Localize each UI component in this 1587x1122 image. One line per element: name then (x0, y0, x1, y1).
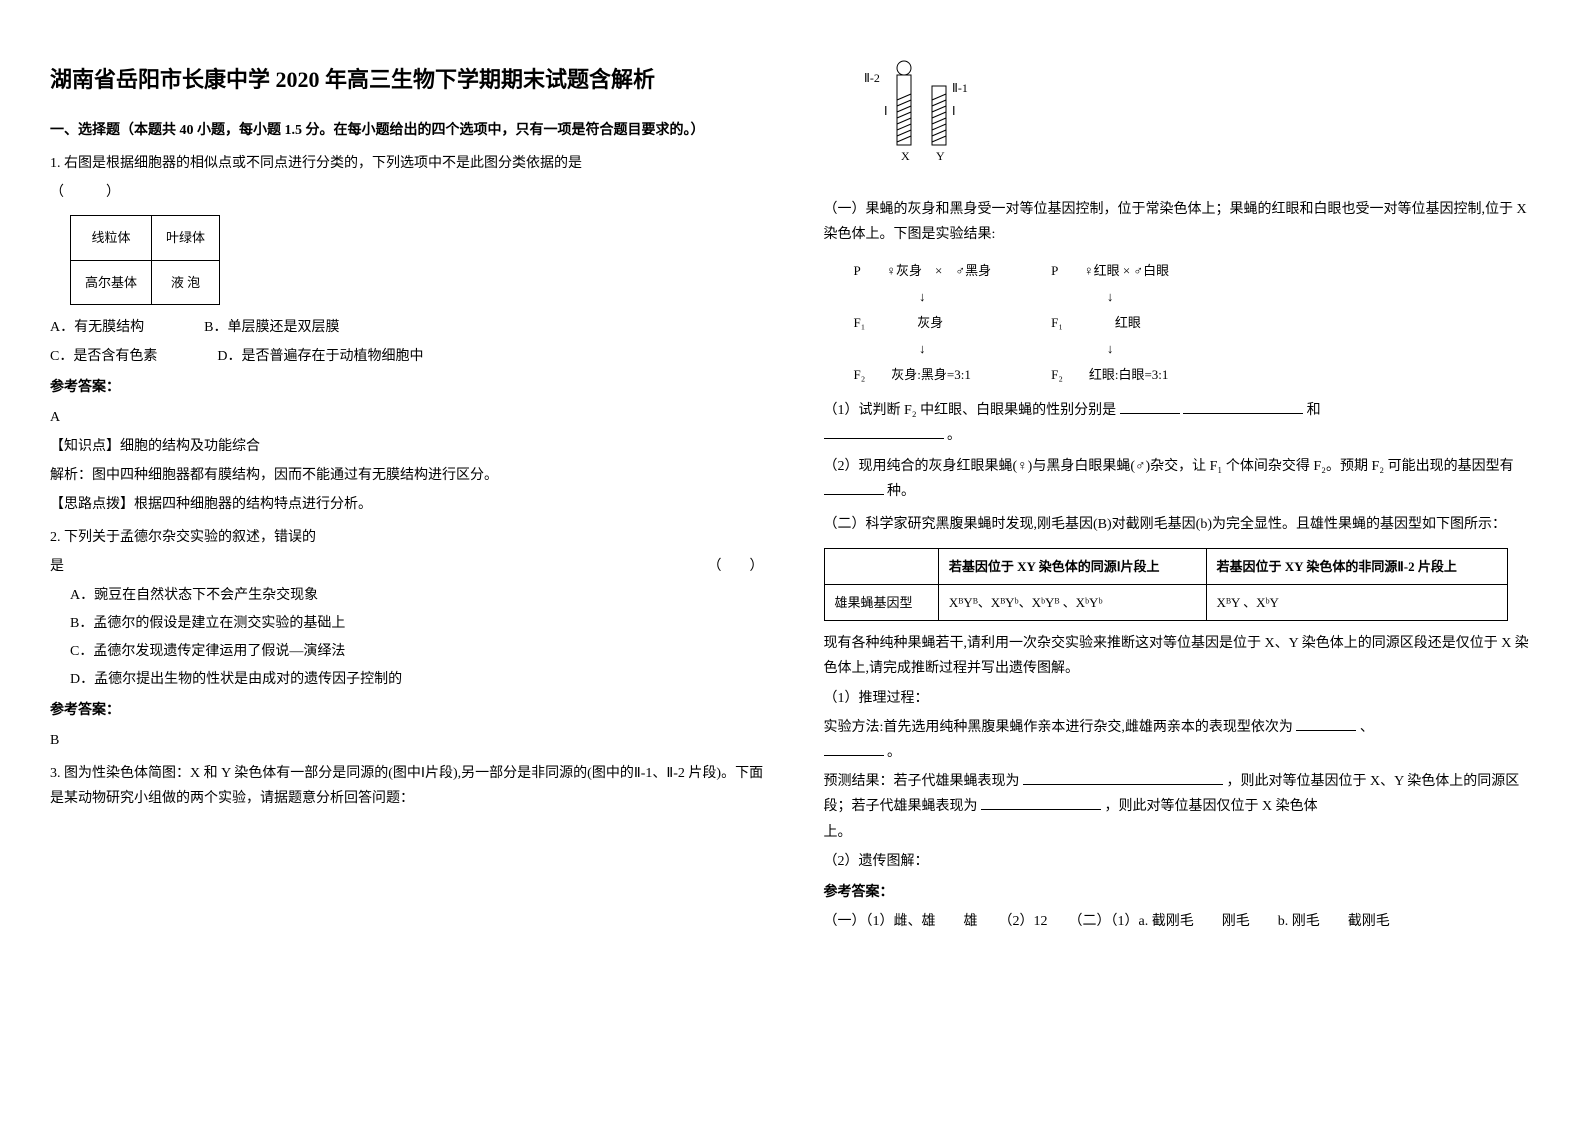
cross-left-p: P ♀灰身 × ♂黑身 (854, 258, 992, 284)
arrow-down-icon: ↓ (1051, 336, 1169, 362)
label-ii1: Ⅱ-1 (952, 81, 968, 95)
q2-ans: B (50, 728, 764, 753)
q1-ans: A (50, 405, 764, 430)
q2-optC: C．孟德尔发现遗传定律运用了假说—演绎法 (70, 639, 764, 664)
table-header-1: 若基因位于 XY 染色体的同源Ⅰ片段上 (938, 548, 1206, 584)
q3-p2-method-sep: 、 (1360, 720, 1374, 735)
q3-p2-method: 实验方法:首先选用纯种黑腹果蝇作亲本进行杂交,雌雄两亲本的表现型依次为 、 (824, 715, 1538, 740)
blank (824, 424, 944, 439)
q3-1-2-b: 种。 (887, 484, 915, 499)
table-header-blank (824, 548, 938, 584)
q1-analysis: 解析：图中四种细胞器都有膜结构，因而不能通过有无膜结构进行区分。 (50, 463, 764, 488)
cross-left-f2: F₂ 灰身:黑身=3:1 (854, 362, 992, 388)
q3-part2-intro: （二）科学家研究黑腹果蝇时发现,刚毛基因(B)对截刚毛基因(b)为完全显性。且雄… (824, 512, 1538, 537)
table-cell-1: XᴮYᴮ、XᴮYᵇ、XᵇYᴮ 、XᵇYᵇ (938, 584, 1206, 620)
section1-head: 一、选择题（本题共 40 小题，每小题 1.5 分。在每小题给出的四个选项中，只… (50, 118, 764, 143)
q3-1-2-text: （2）现用纯合的灰身红眼果蝇(♀)与黑身白眼果蝇(♂)杂交，让 F₁ 个体间杂交… (824, 459, 1514, 474)
q3-p2-method-line2: 。 (824, 740, 1538, 765)
blank (1183, 399, 1303, 414)
cross-left: P ♀灰身 × ♂黑身 ↓ F₁ 灰身 ↓ F₂ 灰身:黑身=3:1 (854, 258, 992, 388)
q3-part1-intro: （一）果蝇的灰身和黑身受一对等位基因控制，位于常染色体上；果蝇的红眼和白眼也受一… (824, 197, 1538, 247)
q3-1-1-a: （1）试判断 F₂ 中红眼、白眼果蝇的性别分别是 (824, 403, 1117, 418)
table-row-label: 雄果蝇基因型 (824, 584, 938, 620)
blank (824, 741, 884, 756)
label-i-left: Ⅰ (884, 104, 888, 118)
q3-p2-method-end: 。 (887, 745, 901, 760)
arrow-down-icon: ↓ (854, 336, 992, 362)
blank (981, 795, 1101, 810)
q2-optD: D．孟德尔提出生物的性状是由成对的遗传因子控制的 (70, 667, 764, 692)
q2-optA: A．豌豆在自然状态下不会产生杂交现象 (70, 583, 764, 608)
blank (1120, 399, 1180, 414)
label-y: Y (936, 149, 945, 163)
left-column: 湖南省岳阳市长康中学 2020 年高三生物下学期期末试题含解析 一、选择题（本题… (50, 60, 764, 1062)
q1-tip: 【思路点拨】根据四种细胞器的结构特点进行分析。 (50, 492, 764, 517)
q3-1-1-line2: 。 (824, 423, 1538, 448)
q1-point: 【知识点】细胞的结构及功能综合 (50, 434, 764, 459)
q3-p2-text: 现有各种纯种果蝇若干,请利用一次杂交实验来推断这对等位基因是位于 X、Y 染色体… (824, 631, 1538, 681)
q3-1-1: （1）试判断 F₂ 中红眼、白眼果蝇的性别分别是 和 (824, 398, 1538, 423)
q3-p2-method-text: 实验方法:首先选用纯种黑腹果蝇作亲本进行杂交,雌雄两亲本的表现型依次为 (824, 720, 1293, 735)
blank (1296, 716, 1356, 731)
cross-right-f1: F₁ 红眼 (1051, 310, 1169, 336)
q1-optC: C．是否含有色素 (50, 344, 157, 369)
q3-p2-predict-c: ，则此对等位基因仅位于 X 染色体 (1105, 799, 1318, 814)
grid-cell: 线粒体 (71, 216, 152, 260)
table-header-2: 若基因位于 XY 染色体的非同源Ⅱ-2 片段上 (1206, 548, 1508, 584)
q3-stem: 3. 图为性染色体简图：X 和 Y 染色体有一部分是同源的(图中Ⅰ片段),另一部… (50, 761, 764, 811)
q2-optB: B．孟德尔的假设是建立在测交实验的基础上 (70, 611, 764, 636)
label-ii2: Ⅱ-2 (864, 71, 880, 85)
q2-stem-suffix: 是 (50, 554, 64, 579)
grid-cell: 叶绿体 (152, 216, 220, 260)
q1-options-row2: C．是否含有色素 D．是否普遍存在于动植物细胞中 (50, 344, 764, 369)
right-column: Ⅱ-2 Ⅱ-1 Ⅰ Ⅰ X Y （一）果蝇的灰身和黑身受一对等位基因控制，位于常… (824, 60, 1538, 1062)
doc-title: 湖南省岳阳市长康中学 2020 年高三生物下学期期末试题含解析 (50, 60, 764, 100)
arrow-down-icon: ↓ (1051, 284, 1169, 310)
q3-1-2: （2）现用纯合的灰身红眼果蝇(♀)与黑身白眼果蝇(♂)杂交，让 F₁ 个体间杂交… (824, 454, 1538, 504)
blank (824, 480, 884, 495)
chromosome-diagram: Ⅱ-2 Ⅱ-1 Ⅰ Ⅰ X Y (854, 60, 1024, 170)
q1-optB: B．单层膜还是双层膜 (204, 315, 339, 340)
q1-grid: 线粒体 叶绿体 高尔基体 液 泡 (70, 215, 220, 305)
cross-diagrams: P ♀灰身 × ♂黑身 ↓ F₁ 灰身 ↓ F₂ 灰身:黑身=3:1 P ♀红眼… (854, 258, 1538, 388)
q1-ans-label: 参考答案： (50, 375, 764, 400)
label-x: X (901, 149, 910, 163)
grid-cell: 高尔基体 (71, 260, 152, 304)
q3-p2-q2: （2）遗传图解： (824, 849, 1538, 874)
q3-1-1-c: 。 (947, 428, 961, 443)
q3-p2-predict-d: 上。 (824, 820, 1538, 845)
q1-paren: （ ） (50, 180, 764, 205)
arrow-down-icon: ↓ (854, 284, 992, 310)
q1-options-row1: A．有无膜结构 B．单层膜还是双层膜 (50, 315, 764, 340)
q3-1-1-b: 和 (1307, 403, 1321, 418)
table-cell-2: XᴮY 、XᵇY (1206, 584, 1508, 620)
cross-right: P ♀红眼 × ♂白眼 ↓ F₁ 红眼 ↓ F₂ 红眼:白眼=3:1 (1051, 258, 1169, 388)
q3-p2-q1: （1）推理过程： (824, 686, 1538, 711)
q2-stem-suffix-row: 是 （ ） (50, 554, 764, 579)
q2-paren: （ ） (708, 554, 764, 579)
q3-p2-predict: 预测结果：若子代雄果蝇表现为 ，则此对等位基因位于 X、Y 染色体上的同源区段；… (824, 769, 1538, 819)
q3-answers: （一）（1）雌、雄 雄 （2）12 （二）（1）a. 截刚毛 刚毛 b. 刚毛 … (824, 909, 1538, 934)
label-i-right: Ⅰ (952, 104, 956, 118)
q1-stem: 1. 右图是根据细胞器的相似点或不同点进行分类的，下列选项中不是此图分类依据的是 (50, 151, 764, 176)
grid-cell: 液 泡 (152, 260, 220, 304)
blank (1023, 770, 1223, 785)
cross-left-f1: F₁ 灰身 (854, 310, 992, 336)
q3-p2-predict-a: 预测结果：若子代雄果蝇表现为 (824, 774, 1020, 789)
q3-ans-label: 参考答案： (824, 880, 1538, 905)
cross-right-f2: F₂ 红眼:白眼=3:1 (1051, 362, 1169, 388)
q2-stem-prefix: 2. 下列关于孟德尔杂交实验的叙述，错误的 (50, 525, 764, 550)
genotype-table: 若基因位于 XY 染色体的同源Ⅰ片段上 若基因位于 XY 染色体的非同源Ⅱ-2 … (824, 548, 1509, 622)
q1-optA: A．有无膜结构 (50, 315, 144, 340)
q2-ans-label: 参考答案： (50, 698, 764, 723)
q1-optD: D．是否普遍存在于动植物细胞中 (217, 344, 423, 369)
cross-right-p: P ♀红眼 × ♂白眼 (1051, 258, 1169, 284)
